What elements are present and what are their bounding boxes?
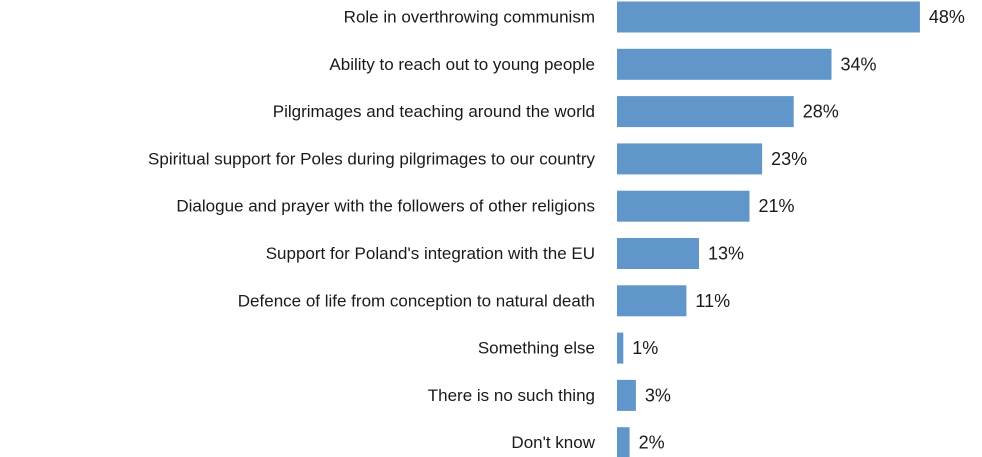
bar-dialogue-and-prayer-with-the-followers-of-other-religions [617,190,750,222]
category-label: Role in overthrowing communism [344,8,595,27]
value-label: 13% [708,244,744,264]
value-label: 23% [771,149,807,169]
category-label: Pilgrimages and teaching around the worl… [273,102,595,121]
category-labels: Role in overthrowing communism Ability to… [148,8,596,453]
category-label: Ability to reach out to young people [329,55,595,74]
bar-ability-to-reach-out-to-young-people [617,48,832,80]
category-label: Defence of life from conception to natur… [238,291,595,310]
value-label: 28% [803,102,839,122]
bar-defence-of-life-from-conception-to-natural-death [617,285,687,317]
category-label: Support for Poland's integration with th… [266,244,595,263]
category-label: Dialogue and prayer with the followers o… [176,197,595,216]
value-label: 11% [695,291,730,311]
category-label: Don't know [511,433,595,452]
value-label: 1% [632,338,658,358]
bar-pilgrimages-and-teaching-around-the-world [617,96,794,128]
bar-role-in-overthrowing-communism [617,1,920,33]
category-label: Something else [478,339,595,358]
bar-don-t-know [617,427,630,457]
bar-something-else [617,332,624,364]
value-label: 34% [841,54,877,74]
value-label: 21% [759,196,795,216]
category-label: There is no such thing [428,386,595,405]
category-label: Spiritual support for Poles during pilgr… [148,149,595,168]
value-label: 2% [639,433,665,453]
value-label: 48% [929,7,965,27]
bar-spiritual-support-for-poles-during-pilgrimages-to-our-country [617,143,763,175]
bar-there-is-no-such-thing [617,379,636,411]
value-labels: 48% 34% 28% 23% 21% 13% 11% 1% 3% 2% [632,7,965,453]
value-label: 3% [645,385,671,405]
bars-layer [617,1,920,457]
bar-support-for-poland-s-integration-with-the-eu [617,238,699,269]
